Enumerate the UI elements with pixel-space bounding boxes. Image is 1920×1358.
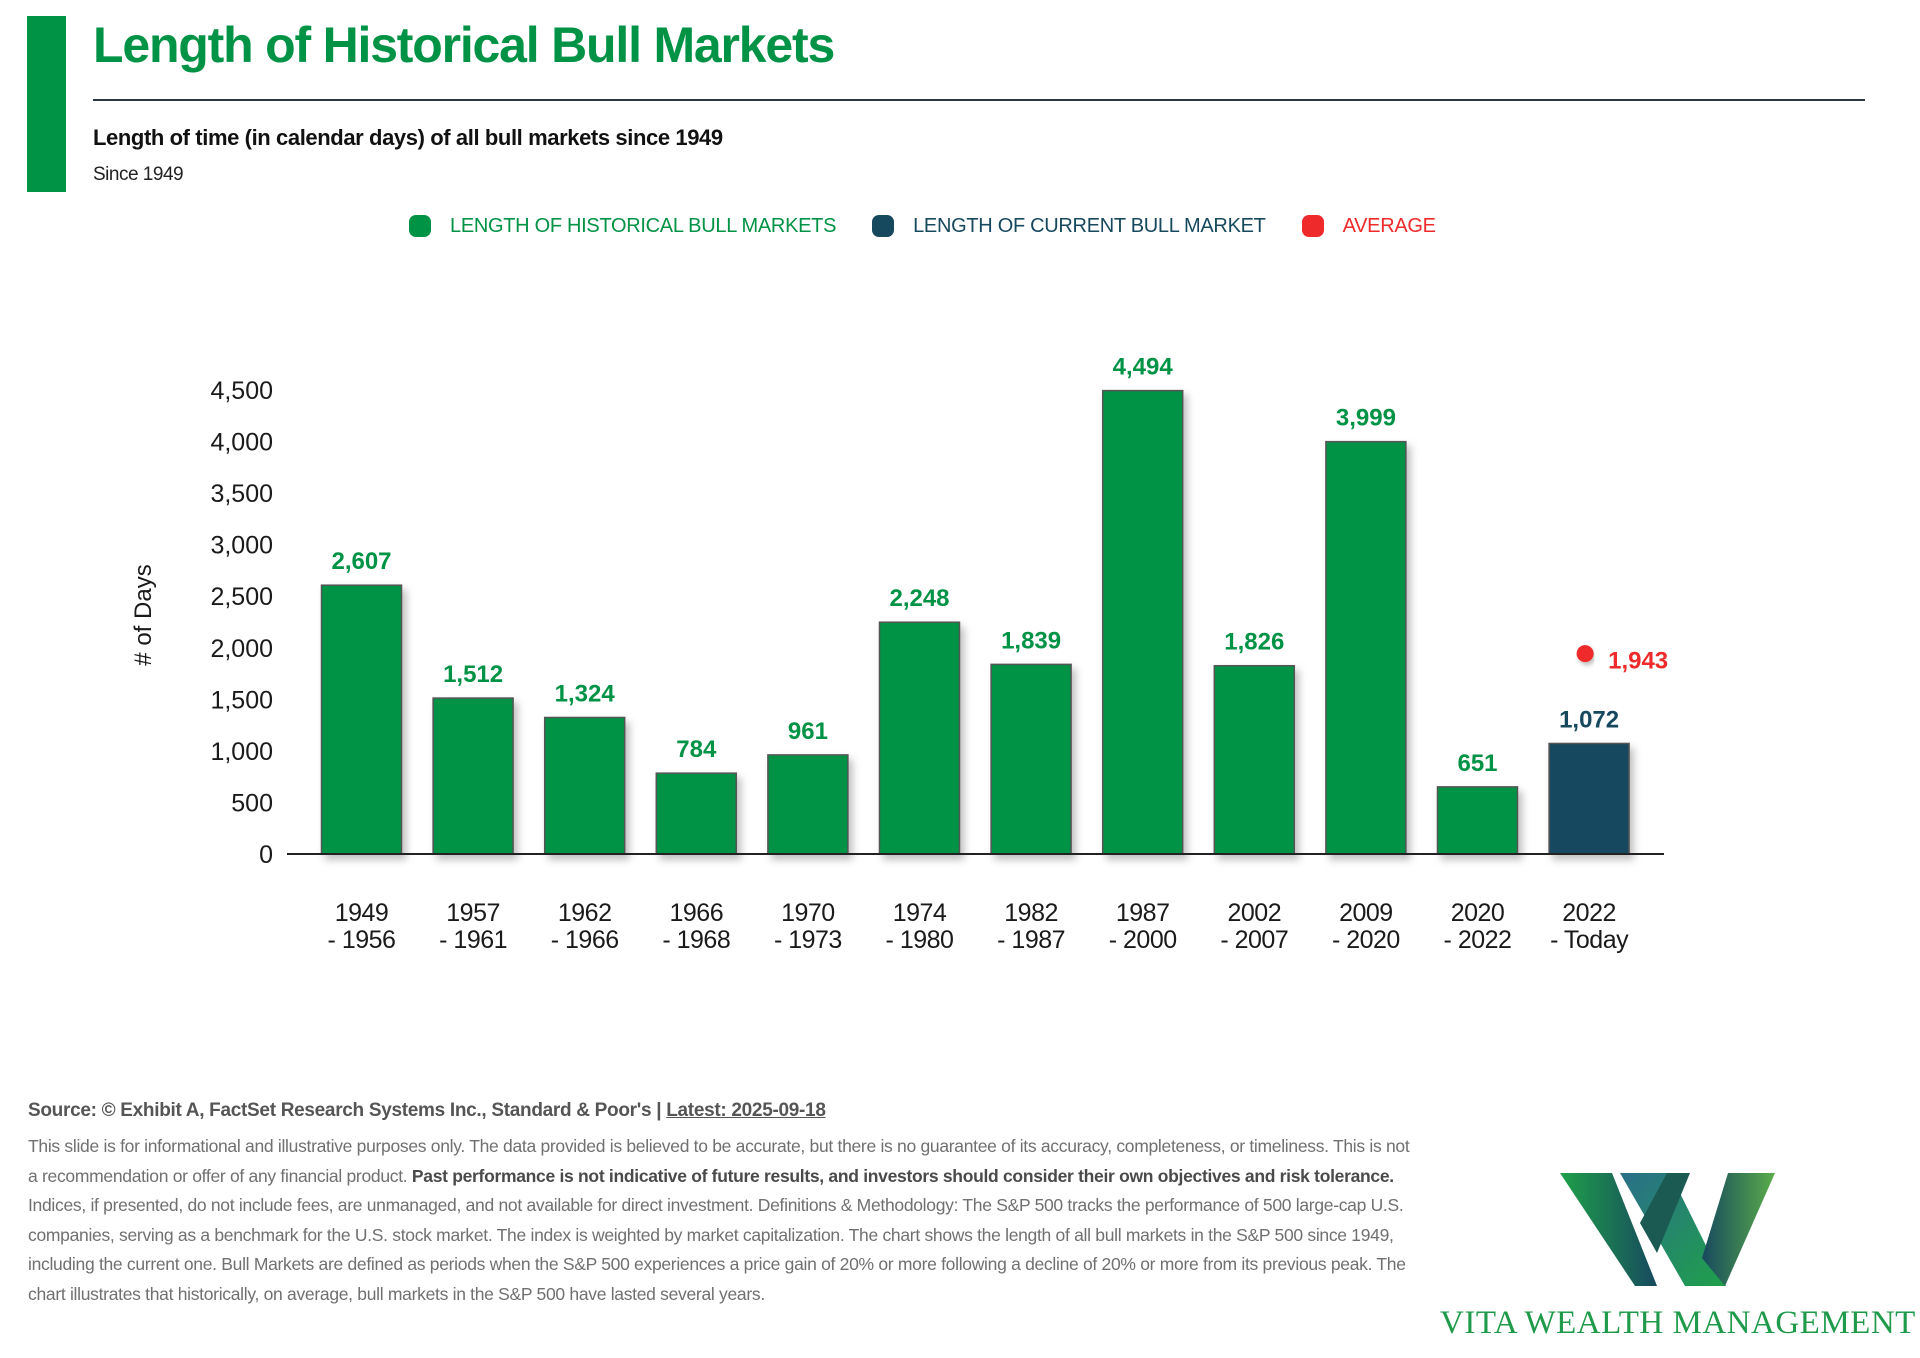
y-tick-label: 1,500 <box>210 686 273 714</box>
average-marker <box>1576 645 1594 663</box>
x-tick-label: 2002 <box>1227 899 1281 927</box>
y-tick-label: 4,000 <box>210 429 273 457</box>
y-tick-label: 2,500 <box>210 583 273 611</box>
bar-value-label: 651 <box>1457 750 1497 777</box>
bar <box>1213 664 1296 855</box>
legend-swatch-current <box>872 215 895 237</box>
title-divider <box>93 99 1865 101</box>
chart-legend: LENGTH OF HISTORICAL BULL MARKETS LENGTH… <box>409 214 1472 238</box>
x-tick-label: 1957 <box>446 899 500 927</box>
x-tick-label: 1974 <box>893 899 947 927</box>
bar <box>1436 786 1519 855</box>
bar <box>990 663 1072 855</box>
bar-value-label: 2,248 <box>889 585 949 612</box>
disclaimer-text-1: This slide is for informational and illu… <box>28 1136 1410 1186</box>
x-tick-label: 1987 <box>1116 899 1170 927</box>
x-tick-label: 1949 <box>335 899 389 927</box>
y-tick-label: 1,000 <box>210 738 273 766</box>
x-tick-label: - 2022 <box>1444 926 1512 954</box>
x-tick-label: - 1973 <box>774 926 842 954</box>
bar <box>543 716 626 855</box>
bar <box>432 697 514 855</box>
logo-stroke-middle <box>1620 1173 1726 1286</box>
bar-value-label: 961 <box>788 718 828 745</box>
x-tick-label: 2020 <box>1451 899 1505 927</box>
footer: Source: © Exhibit A, FactSet Research Sy… <box>28 1100 1418 1309</box>
bar <box>767 754 849 855</box>
legend-label-current: LENGTH OF CURRENT BULL MARKET <box>913 214 1266 237</box>
legend-label-average: AVERAGE <box>1342 214 1436 237</box>
y-tick-label: 4,500 <box>210 377 273 405</box>
disclaimer: This slide is for informational and illu… <box>28 1132 1418 1309</box>
x-tick-label: - 1966 <box>551 926 619 954</box>
bar <box>320 584 403 855</box>
disclaimer-bold: Past performance is not indicative of fu… <box>411 1165 1394 1186</box>
x-tick-label: - 1987 <box>997 926 1065 954</box>
bars <box>320 389 1630 855</box>
x-tick-label: - 1980 <box>886 926 954 954</box>
x-axis-labels: 1949- 1956 1957- 1961 1962- 1966 1966- 1968… <box>328 899 1630 954</box>
y-tick-label: 3,500 <box>210 480 273 508</box>
x-tick-label: - 2020 <box>1332 926 1400 954</box>
since-note: Since 1949 <box>93 164 184 185</box>
x-tick-label: 1962 <box>558 899 612 927</box>
source-text: Source: © Exhibit A, FactSet Research Sy… <box>28 1100 667 1121</box>
y-tick-label: 0 <box>259 841 273 869</box>
bar-value-label: 3,999 <box>1336 405 1396 432</box>
legend-swatch-average <box>1301 215 1324 237</box>
logo-stroke-inner <box>1640 1173 1690 1253</box>
average-line-group: 1,943 <box>361 645 1668 675</box>
y-axis-title: # of Days <box>130 564 157 665</box>
y-tick-label: 3,000 <box>210 532 273 560</box>
bar <box>1548 742 1630 855</box>
bar-value-label: 2,607 <box>331 548 391 575</box>
x-tick-label: - 1961 <box>439 926 507 954</box>
bar-value-label: 1,826 <box>1224 629 1284 656</box>
logo-stroke-left <box>1560 1173 1657 1286</box>
y-axis-ticks: 0 500 1,000 1,500 2,000 2,500 3,000 3,500 4,000 4… <box>210 377 273 869</box>
page-title: Length of Historical Bull Markets <box>93 17 835 73</box>
bar <box>878 621 961 855</box>
x-tick-label: 2009 <box>1339 899 1393 927</box>
bar-value-label: 784 <box>676 736 717 763</box>
value-labels: 2,607 1,512 1,324 784 961 2,248 1,839 4,494 1,82… <box>331 354 1619 777</box>
x-tick-label: 1970 <box>781 899 835 927</box>
y-tick-label: 500 <box>231 789 273 817</box>
y-tick-label: 2,000 <box>210 635 273 663</box>
legend-item-current: LENGTH OF CURRENT BULL MARKET <box>872 214 1266 238</box>
bar-value-label: 1,072 <box>1559 706 1619 733</box>
company-logo: VITA WEALTH MANAGEMENT <box>1440 1168 1916 1348</box>
disclaimer-text-2: Indices, if presented, do not include fe… <box>28 1195 1406 1304</box>
bar <box>655 772 738 855</box>
bar-value-label: 4,494 <box>1113 354 1174 381</box>
logo-stroke-right <box>1702 1173 1775 1286</box>
x-tick-label: - 2007 <box>1220 926 1288 954</box>
w-monogram-icon <box>1560 1173 1775 1286</box>
legend-swatch-historical <box>409 215 431 237</box>
bar-value-label: 1,512 <box>443 661 503 688</box>
bar-value-label: 1,324 <box>555 680 616 707</box>
bar-value-label: 1,839 <box>1001 627 1061 654</box>
legend-label-historical: LENGTH OF HISTORICAL BULL MARKETS <box>450 214 837 237</box>
accent-bar <box>27 16 66 192</box>
x-tick-label: - 1956 <box>328 926 396 954</box>
x-tick-label: - 2000 <box>1109 926 1177 954</box>
x-tick-label: 1966 <box>669 899 723 927</box>
x-tick-label: - 1968 <box>662 926 730 954</box>
average-value-label: 1,943 <box>1608 648 1668 675</box>
bar <box>1325 440 1407 855</box>
x-tick-label: - Today <box>1550 926 1629 954</box>
x-tick-label: 1982 <box>1004 899 1058 927</box>
bar <box>1101 389 1184 855</box>
logo-wordmark: VITA WEALTH MANAGEMENT <box>1440 1305 1916 1341</box>
chart-subtitle: Length of time (in calendar days) of all… <box>93 125 723 150</box>
legend-item-average: AVERAGE <box>1301 214 1436 238</box>
x-tick-label: 2022 <box>1562 899 1616 927</box>
bar-chart: # of Days 0 500 1,000 1,500 2,000 2,500 3,000 3… <box>130 354 1668 954</box>
latest-date-link[interactable]: Latest: 2025-09-18 <box>666 1100 826 1121</box>
legend-item-historical: LENGTH OF HISTORICAL BULL MARKETS <box>409 215 836 238</box>
source-line: Source: © Exhibit A, FactSet Research Sy… <box>28 1100 1418 1122</box>
